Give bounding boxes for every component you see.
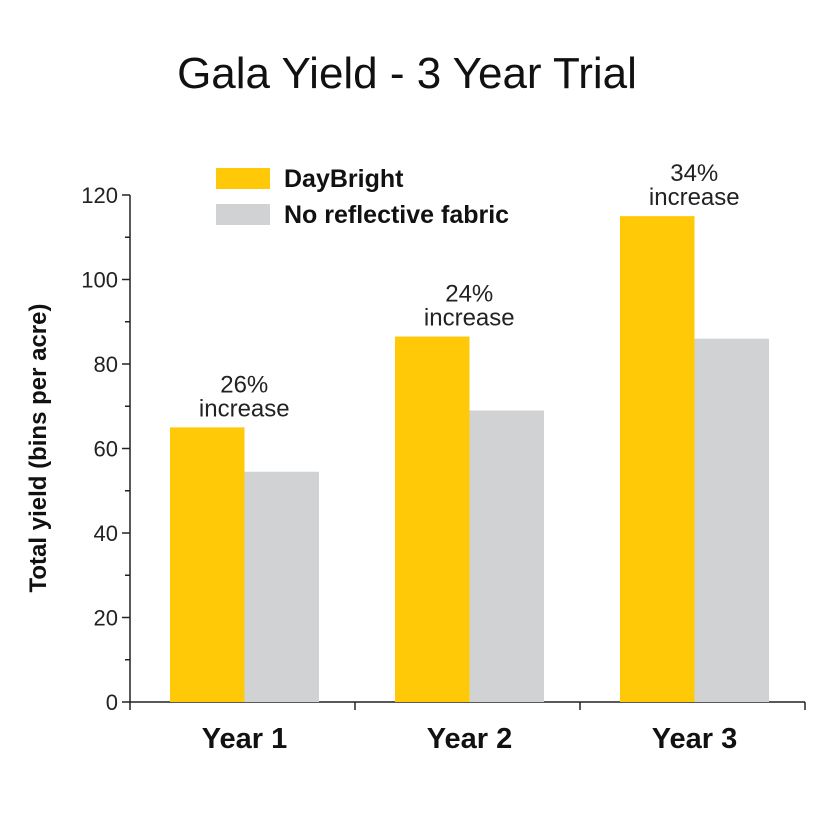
annotation-increase: increase — [424, 305, 515, 332]
legend-swatch — [216, 204, 270, 225]
legend-label: No reflective fabric — [284, 201, 509, 229]
bar-daybright — [170, 427, 245, 702]
y-tick-label: 80 — [94, 352, 118, 377]
chart-title: Gala Yield - 3 Year Trial — [177, 49, 637, 98]
annotation-percent: 24% — [445, 281, 493, 308]
annotation-percent: 26% — [220, 371, 268, 398]
annotation-increase: increase — [199, 395, 290, 422]
y-tick-label: 20 — [94, 606, 118, 631]
bar-no-reflective-fabric — [469, 410, 544, 702]
annotation-percent: 34% — [670, 160, 718, 187]
axes: 0 20 40 60 80 100 120 Year 1 Year 2 Year 3 — [81, 183, 806, 755]
x-tick-label: Year 3 — [652, 723, 737, 755]
y-tick-label: 100 — [81, 268, 118, 293]
y-tick-label: 120 — [81, 183, 118, 208]
y-axis-label: Total yield (bins per acre) — [25, 304, 52, 593]
bar-no-reflective-fabric — [244, 471, 319, 702]
y-tick-label: 40 — [94, 521, 118, 546]
bars — [170, 216, 769, 702]
legend: DayBright No reflective fabric — [216, 165, 509, 229]
bar-daybright — [620, 216, 695, 702]
legend-label: DayBright — [284, 165, 404, 193]
bar-daybright — [395, 336, 470, 702]
x-tick-label: Year 2 — [427, 723, 512, 755]
legend-swatch — [216, 168, 270, 189]
y-tick-label: 0 — [106, 690, 118, 715]
bar-no-reflective-fabric — [694, 338, 769, 702]
y-tick-label: 60 — [94, 437, 118, 462]
annotation-increase: increase — [649, 184, 740, 211]
x-tick-label: Year 1 — [202, 723, 287, 755]
